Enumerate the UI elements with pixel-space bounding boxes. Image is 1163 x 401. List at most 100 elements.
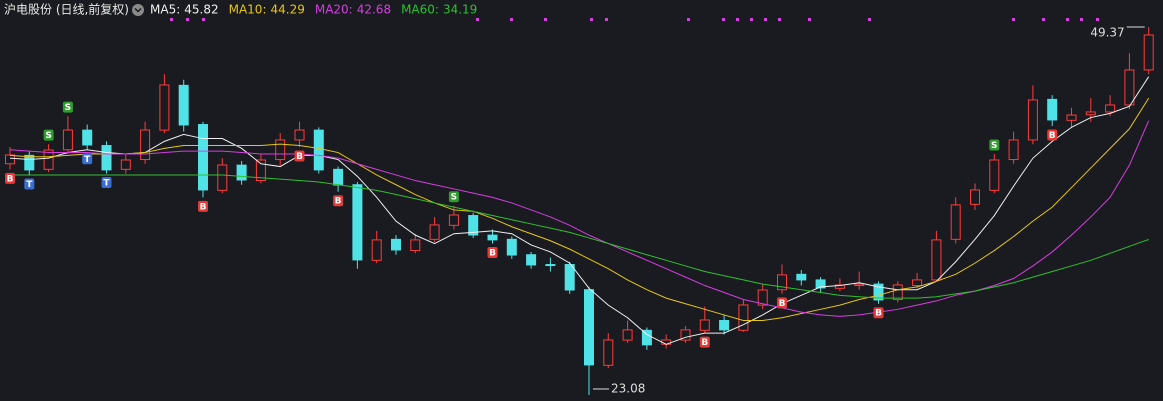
candle-body [236,164,247,181]
candle-body [255,159,266,182]
signal-badge: S [43,129,54,141]
chart-title: 沪电股份 (日线,前复权) [4,2,129,17]
signal-badge-label: B [489,249,496,259]
legend-label: MA10: [229,3,267,17]
signal-badge-box [294,150,305,162]
signal-badge-label: B [779,299,786,309]
menu-icon-arrow [134,7,142,13]
candle-body [62,129,73,151]
candle-body [178,84,189,126]
candle-body [1047,98,1058,121]
ma-line [9,76,1150,345]
signal-badge: T [24,178,35,190]
candle-body [796,273,807,281]
legend-value: 44.29 [270,3,304,17]
signal-badge-label: S [991,141,997,151]
signal-badge: B [1047,129,1058,141]
legend-label: MA5: [150,3,180,17]
signal-badge: B [873,307,884,319]
signal-badge-box [82,153,93,165]
signal-badge: B [294,150,305,162]
candle-body [82,129,93,146]
signal-badge-label: B [7,174,14,184]
candle-body [989,159,1000,191]
signal-badge-label: T [84,155,91,165]
candle-body [892,284,903,301]
signal-badge: B [699,336,710,348]
signal-badge-box [24,178,35,190]
candle-body [950,204,961,240]
signal-badge-label: S [65,103,71,113]
candle-body [603,339,614,366]
candle-body [217,164,228,191]
high-label: 49.37 [1090,25,1124,39]
candle-body [371,239,382,261]
ma-line [10,174,1149,299]
signal-badge: B [333,195,344,207]
candle-body [352,184,363,261]
signal-badge: B [5,172,15,184]
signal-badge: T [101,177,112,189]
signal-badge-box [5,172,15,184]
candle-body [1066,114,1077,121]
signal-badge: B [487,247,498,259]
signal-badge-label: B [1049,131,1056,141]
signal-badge-box [989,139,1000,151]
signal-badge: B [198,200,208,212]
candle-body [873,283,884,301]
signal-badge: T [82,153,93,165]
legend-value: 45.82 [184,3,218,17]
candle-body [1143,34,1154,71]
legend-value: 42.68 [357,3,391,17]
candle-body [1008,139,1019,161]
ma-line [9,97,1150,322]
signal-badge-box [1047,129,1058,141]
candle-body [719,320,730,331]
candle-body [584,289,594,366]
signal-badge-box [448,191,459,203]
candle-body [506,238,517,256]
candle-body [487,234,498,241]
candle-body [641,329,652,346]
signal-dots [170,18,1099,21]
candle-body [101,145,112,171]
candle-body [757,289,768,306]
candle-body [159,84,170,131]
signal-badge-box [43,129,54,141]
signal-badge-box [62,101,73,113]
candle-body [24,154,35,171]
signal-badge: S [448,191,459,203]
signal-badge-box [487,247,498,259]
candle-body [198,124,208,191]
candle-body [526,254,537,266]
candle-body [970,189,980,205]
candle-body [699,319,710,331]
signal-badge-label: B [875,309,882,319]
signal-badge: S [62,101,73,113]
signal-badge-label: B [335,197,342,207]
candle-body [429,224,440,240]
signal-badge-box [198,200,208,212]
candle-body [275,139,286,161]
candle-body [410,239,421,252]
candle-body [313,129,324,171]
signal-badge-box [101,177,112,189]
candle-body [815,279,826,289]
candle-body [391,238,401,251]
candle-body [834,284,845,289]
candle-body [854,283,865,287]
menu-icon[interactable] [132,4,144,16]
signal-badge: S [989,139,1000,151]
candle-body [1105,104,1116,113]
candle-body [931,239,942,281]
signal-badge-label: S [451,193,457,203]
candle-body [120,159,131,170]
candle-body [448,214,459,226]
candle-body [140,129,151,161]
candle-body [738,304,749,331]
signal-badge-label: B [296,152,303,162]
candle-body [912,279,923,287]
candle-body [1027,99,1038,141]
signal-badge-label: S [45,131,51,141]
